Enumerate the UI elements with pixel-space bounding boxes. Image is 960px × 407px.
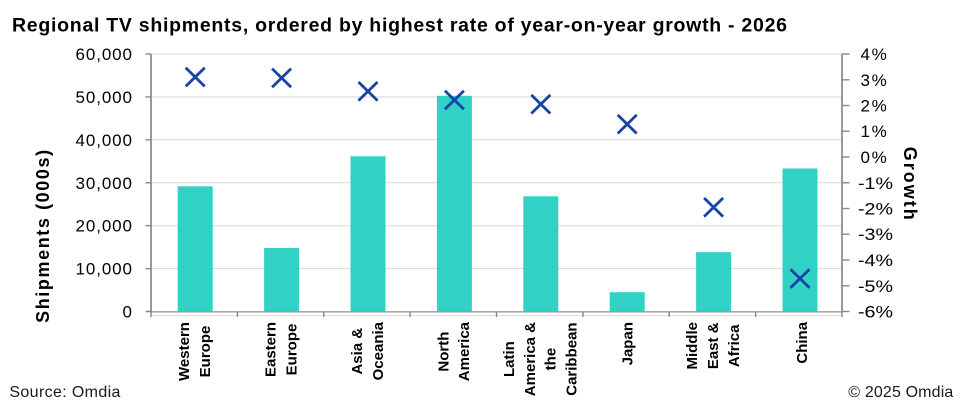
svg-text:America &: America & — [522, 322, 539, 396]
svg-text:Caribbean: Caribbean — [563, 322, 580, 395]
svg-text:4%: 4% — [861, 45, 887, 64]
svg-text:Western: Western — [176, 322, 193, 381]
svg-text:China: China — [794, 321, 811, 363]
svg-text:Asia &: Asia & — [349, 328, 366, 375]
svg-text:© 2025 Omdia: © 2025 Omdia — [848, 384, 953, 401]
svg-text:Middle: Middle — [684, 322, 701, 370]
svg-text:Europe: Europe — [197, 326, 214, 378]
svg-text:Regional TV shipments, ordered: Regional TV shipments, ordered by highes… — [12, 15, 787, 37]
svg-text:10,000: 10,000 — [76, 260, 133, 279]
svg-text:-4%: -4% — [858, 251, 893, 270]
svg-text:Shipments (000s): Shipments (000s) — [33, 150, 53, 323]
svg-text:North: North — [435, 332, 452, 372]
svg-text:America: America — [456, 321, 473, 381]
svg-text:0%: 0% — [861, 148, 887, 167]
svg-text:Europe: Europe — [283, 324, 300, 376]
svg-text:Japan: Japan — [620, 322, 637, 365]
svg-text:-1%: -1% — [858, 174, 893, 193]
svg-text:60,000: 60,000 — [76, 45, 133, 64]
svg-text:20,000: 20,000 — [76, 217, 133, 236]
svg-text:Source: Omdia: Source: Omdia — [9, 384, 120, 401]
svg-text:Latin: Latin — [501, 341, 518, 377]
svg-text:-5%: -5% — [858, 277, 893, 296]
svg-text:-6%: -6% — [858, 303, 893, 322]
svg-text:50,000: 50,000 — [76, 88, 133, 107]
svg-text:-3%: -3% — [858, 225, 893, 244]
svg-text:Africa: Africa — [726, 324, 743, 367]
svg-text:30,000: 30,000 — [76, 174, 133, 193]
svg-text:1%: 1% — [861, 122, 887, 141]
svg-text:Oceania: Oceania — [370, 321, 387, 380]
svg-text:East &: East & — [705, 322, 722, 369]
svg-text:3%: 3% — [861, 71, 887, 90]
svg-text:the: the — [543, 348, 560, 371]
svg-text:Eastern: Eastern — [263, 322, 280, 377]
svg-text:2%: 2% — [861, 97, 887, 116]
svg-text:40,000: 40,000 — [76, 131, 133, 150]
svg-text:-2%: -2% — [858, 200, 893, 219]
svg-text:0: 0 — [123, 303, 132, 322]
